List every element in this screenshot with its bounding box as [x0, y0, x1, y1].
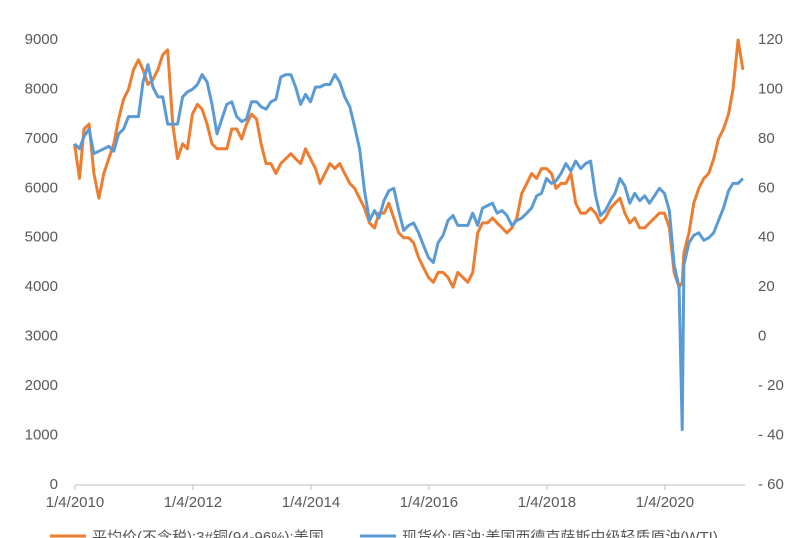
series-line — [73, 63, 744, 432]
y2-tick-label: 80 — [758, 130, 775, 147]
y2-tick-label: 60 — [758, 179, 775, 196]
x-tick-label: 1/4/2012 — [164, 494, 222, 511]
legend-label: 现货价:原油:美国西德克萨斯中级轻质原油(WTI) — [402, 528, 718, 538]
y-tick-label: 1000 — [25, 427, 58, 444]
y-tick-label: 8000 — [25, 80, 58, 97]
y-tick-label: 5000 — [25, 229, 58, 246]
y2-tick-label: 40 — [758, 229, 775, 246]
x-tick-label: 1/4/2010 — [46, 494, 104, 511]
y2-tick-label: - 40 — [758, 427, 784, 444]
x-tick-label: 1/4/2014 — [282, 494, 340, 511]
x-tick-label: 1/4/2018 — [518, 494, 576, 511]
y-tick-label: 2000 — [25, 377, 58, 394]
y2-tick-label: - 20 — [758, 377, 784, 394]
y2-tick-label: 120 — [758, 31, 783, 48]
y2-tick-label: 0 — [758, 328, 766, 345]
y-tick-label: 4000 — [25, 278, 58, 295]
series-line — [73, 38, 745, 289]
y-tick-label: 9000 — [25, 31, 58, 48]
y2-tick-label: 100 — [758, 80, 783, 97]
legend-label: 平均价(不含税):3#铜(94-96%):美国 — [92, 529, 324, 538]
y-tick-label: 3000 — [25, 328, 58, 345]
y2-tick-label: 20 — [758, 278, 775, 295]
x-tick-label: 1/4/2016 — [400, 494, 458, 511]
y-tick-label: 6000 — [25, 179, 58, 196]
x-tick-label: 1/4/2020 — [636, 494, 694, 511]
y2-tick-label: - 60 — [758, 476, 784, 493]
y-tick-label: 0 — [50, 476, 58, 493]
y-tick-label: 7000 — [25, 130, 58, 147]
